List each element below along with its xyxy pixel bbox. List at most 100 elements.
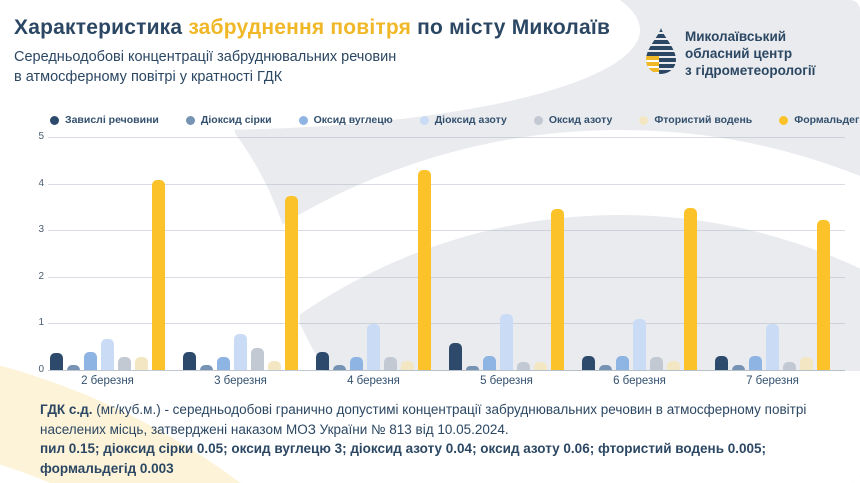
legend-label: Діоксид азоту bbox=[434, 114, 507, 126]
gdk-footnote: ГДК с.д. (мг/куб.м.) - середньодобові гр… bbox=[40, 400, 834, 478]
bar bbox=[333, 365, 346, 370]
org-logo: Миколаївський обласний центр з гідромете… bbox=[646, 28, 815, 79]
bar bbox=[367, 324, 380, 370]
y-tick-label-5: 5 bbox=[38, 131, 44, 142]
bar bbox=[466, 366, 479, 370]
gdk-definition-text: (мг/куб.м.) - середньодобові гранично до… bbox=[40, 402, 807, 437]
org-name-line2: обласний центр bbox=[685, 46, 793, 61]
bar bbox=[234, 334, 247, 370]
droplet-logo-icon bbox=[646, 28, 676, 79]
legend-label: Оксид азоту bbox=[548, 114, 613, 126]
bar bbox=[118, 357, 131, 370]
bar bbox=[667, 361, 680, 370]
bar bbox=[483, 356, 496, 370]
y-tick-label-2: 2 bbox=[38, 270, 44, 282]
title-highlight: забруднення повітря bbox=[188, 16, 412, 39]
legend-item: Оксид вуглецю bbox=[298, 114, 393, 126]
legend-item: Діоксид сірки bbox=[185, 114, 272, 126]
page-subtitle: Середньодобові концентрації забруднюваль… bbox=[14, 47, 634, 87]
header: Характеристика забруднення повітря по мі… bbox=[14, 14, 634, 87]
legend-item: Діоксид азоту bbox=[419, 114, 507, 126]
bar bbox=[268, 361, 281, 370]
page-title: Характеристика забруднення повітря по мі… bbox=[14, 14, 634, 41]
gridline-3 bbox=[48, 230, 845, 232]
bar bbox=[817, 220, 830, 370]
y-tick-label-1: 1 bbox=[38, 317, 44, 329]
bar bbox=[599, 365, 612, 370]
title-part2: по місту Миколаїв bbox=[411, 16, 611, 39]
x-axis-label: 4 березня bbox=[347, 375, 400, 387]
bar bbox=[732, 365, 745, 370]
x-axis-label: 6 березня bbox=[613, 375, 666, 387]
bar bbox=[749, 356, 762, 370]
bar bbox=[316, 352, 329, 370]
legend-color-dot bbox=[185, 115, 195, 125]
chart-legend: Завислі речовини Діоксид сірки Оксид вугле… bbox=[50, 114, 860, 126]
gridline-4 bbox=[48, 183, 845, 185]
bar bbox=[135, 357, 148, 370]
x-axis-label: 5 березня bbox=[480, 375, 533, 387]
subtitle-line-1: Середньодобові концентрації забруднюваль… bbox=[14, 49, 397, 65]
bar bbox=[551, 209, 564, 370]
bar bbox=[616, 356, 629, 370]
title-part1: Характеристика bbox=[14, 16, 189, 39]
bar bbox=[251, 348, 264, 370]
legend-color-dot bbox=[298, 115, 308, 125]
bar bbox=[418, 170, 431, 370]
legend-color-dot bbox=[639, 115, 649, 125]
bar bbox=[384, 357, 397, 370]
subtitle-line-2: в атмосферному повітрі у кратності ГДК bbox=[14, 69, 283, 85]
bar bbox=[449, 343, 462, 370]
legend-color-dot bbox=[779, 115, 789, 125]
x-axis-label: 2 березня bbox=[81, 375, 134, 387]
gridline-5 bbox=[48, 137, 845, 138]
gridline-1 bbox=[48, 323, 845, 325]
bar bbox=[101, 339, 114, 370]
legend-item: Завислі речовини bbox=[50, 114, 159, 126]
legend-label: Формальдегід bbox=[794, 114, 860, 126]
bar bbox=[152, 180, 165, 370]
bar bbox=[684, 208, 697, 370]
bar bbox=[766, 324, 779, 370]
gdk-limits-list: пил 0.15; діоксид сірки 0.05; оксид вугл… bbox=[40, 441, 767, 476]
bar bbox=[50, 353, 63, 370]
bar bbox=[350, 357, 363, 370]
legend-color-dot bbox=[533, 115, 543, 125]
legend-item: Оксид азоту bbox=[533, 114, 613, 126]
bar bbox=[650, 357, 663, 370]
x-axis-label: 7 березня bbox=[746, 375, 799, 387]
bar bbox=[200, 365, 213, 370]
bar bbox=[84, 352, 97, 370]
org-name-line1: Миколаївський bbox=[685, 29, 787, 44]
bar bbox=[285, 196, 298, 370]
y-tick-label-4: 4 bbox=[38, 177, 44, 189]
legend-label: Завислі речовини bbox=[65, 114, 159, 126]
bar bbox=[633, 319, 646, 370]
bar bbox=[517, 362, 530, 370]
bar bbox=[183, 352, 196, 370]
legend-label: Діоксид сірки bbox=[200, 114, 272, 126]
bar bbox=[582, 356, 595, 370]
org-name: Миколаївський обласний центр з гідромете… bbox=[685, 28, 815, 79]
bar-chart-plot: 0 1 2 3 4 5 bbox=[38, 131, 845, 375]
bar bbox=[401, 361, 414, 370]
gdk-definition: ГДК с.д. (мг/куб.м.) - середньодобові гр… bbox=[40, 400, 834, 439]
legend-item: Формальдегід bbox=[779, 114, 860, 126]
org-name-line3: з гідрометеорології bbox=[685, 63, 816, 78]
gridline-2 bbox=[48, 276, 845, 278]
legend-label: Фтористий водень bbox=[654, 114, 753, 126]
bar bbox=[217, 357, 230, 370]
gridline-0 bbox=[48, 370, 845, 371]
legend-label: Оксид вуглецю bbox=[313, 114, 393, 126]
y-tick-label-0: 0 bbox=[38, 364, 44, 375]
y-tick-label-3: 3 bbox=[38, 224, 44, 236]
bar bbox=[67, 365, 80, 370]
bar bbox=[715, 356, 728, 370]
x-axis-label: 3 березня bbox=[214, 375, 267, 387]
legend-item: Фтористий водень bbox=[639, 114, 752, 126]
legend-color-dot bbox=[419, 115, 429, 125]
bar bbox=[800, 357, 813, 370]
gdk-term: ГДК с.д. bbox=[40, 402, 93, 417]
bar bbox=[500, 314, 513, 370]
